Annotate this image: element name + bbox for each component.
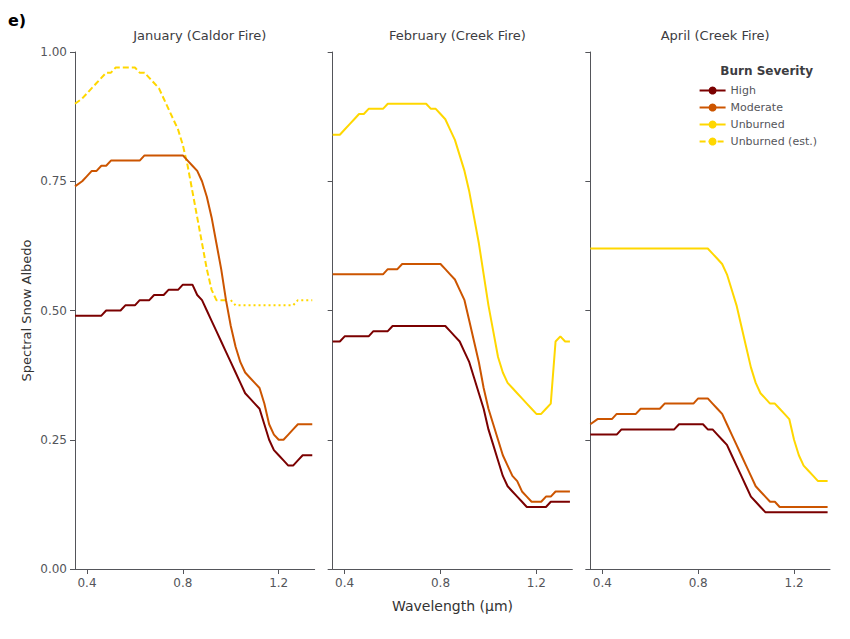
svg-text:High: High bbox=[731, 84, 756, 97]
svg-text:1.2: 1.2 bbox=[269, 576, 288, 590]
svg-text:January (Caldor Fire): January (Caldor Fire) bbox=[132, 28, 266, 43]
svg-text:0.4: 0.4 bbox=[335, 576, 354, 590]
svg-text:Unburned (est.): Unburned (est.) bbox=[731, 135, 817, 148]
svg-text:0.00: 0.00 bbox=[40, 562, 67, 576]
svg-text:0.75: 0.75 bbox=[40, 174, 67, 188]
svg-text:0.25: 0.25 bbox=[40, 433, 67, 447]
svg-text:Moderate: Moderate bbox=[731, 101, 784, 114]
svg-text:1.00: 1.00 bbox=[40, 45, 67, 59]
svg-text:Unburned: Unburned bbox=[731, 118, 785, 131]
svg-text:Spectral Snow Albedo: Spectral Snow Albedo bbox=[19, 239, 34, 381]
svg-text:0.8: 0.8 bbox=[173, 576, 192, 590]
svg-text:Burn Severity: Burn Severity bbox=[720, 64, 813, 78]
svg-text:1.2: 1.2 bbox=[527, 576, 546, 590]
svg-text:April (Creek Fire): April (Creek Fire) bbox=[661, 28, 770, 43]
svg-text:1.2: 1.2 bbox=[785, 576, 804, 590]
svg-text:0.4: 0.4 bbox=[593, 576, 612, 590]
svg-text:0.4: 0.4 bbox=[77, 576, 96, 590]
svg-text:February (Creek Fire): February (Creek Fire) bbox=[389, 28, 526, 43]
svg-text:Wavelength (μm): Wavelength (μm) bbox=[392, 598, 513, 614]
svg-text:e): e) bbox=[8, 11, 26, 30]
svg-text:0.50: 0.50 bbox=[40, 304, 67, 318]
svg-text:0.8: 0.8 bbox=[689, 576, 708, 590]
svg-text:0.8: 0.8 bbox=[431, 576, 450, 590]
